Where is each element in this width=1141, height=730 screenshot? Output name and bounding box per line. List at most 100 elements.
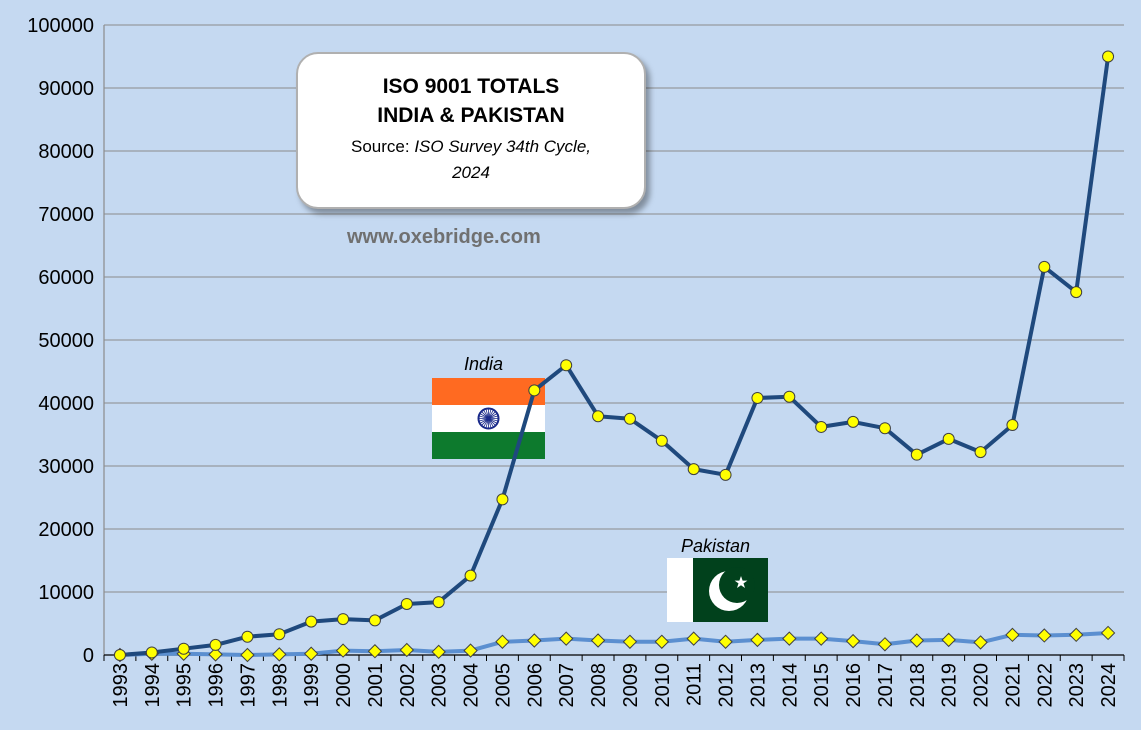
data-point-pakistan — [495, 634, 510, 649]
x-tick-label: 2021 — [1002, 663, 1024, 708]
data-point-pakistan — [431, 644, 446, 660]
data-point-pakistan — [718, 634, 733, 649]
data-point-pakistan — [527, 633, 542, 648]
y-tick-label: 100000 — [27, 15, 94, 37]
x-tick-label: 1993 — [110, 663, 132, 708]
data-point-india — [400, 597, 413, 610]
data-point-india — [273, 628, 286, 641]
chart-subtitle: INDIA & PAKISTAN — [377, 104, 565, 127]
data-point-india — [337, 613, 350, 626]
data-point-india — [305, 615, 318, 628]
data-point-pakistan — [303, 646, 319, 661]
data-point-pakistan — [208, 647, 223, 662]
data-point-pakistan — [845, 633, 861, 649]
y-tick-label: 80000 — [38, 141, 94, 163]
x-tick-label: 1994 — [142, 663, 164, 708]
data-point-india — [687, 463, 700, 476]
data-point-pakistan — [686, 631, 701, 646]
data-point-india — [1102, 50, 1115, 63]
x-tick-label: 2010 — [652, 663, 674, 708]
data-point-india — [942, 432, 955, 445]
series-label-pakistan: Pakistan — [681, 536, 751, 556]
source-year: 2024 — [452, 163, 490, 182]
x-tick-label: 2013 — [747, 663, 769, 708]
data-point-india — [1006, 419, 1019, 432]
chart-title: ISO 9001 TOTALS — [382, 75, 560, 98]
x-tick-label: 1995 — [174, 663, 196, 708]
data-point-pakistan — [463, 643, 478, 658]
data-point-india — [974, 446, 987, 459]
x-tick-label: 2011 — [684, 663, 706, 706]
data-point-pakistan — [1068, 627, 1084, 643]
x-tick-label: 2020 — [971, 663, 993, 708]
x-tick-label: 2015 — [811, 663, 833, 708]
data-point-india — [910, 448, 923, 461]
chart-title-box: ISO 9001 TOTALS INDIA & PAKISTAN Source:… — [296, 52, 646, 209]
source-text: ISO Survey 34th Cycle, — [414, 137, 591, 156]
data-point-pakistan — [877, 637, 893, 652]
x-tick-label: 2005 — [492, 663, 514, 708]
data-point-pakistan — [1037, 628, 1052, 643]
data-point-pakistan — [909, 633, 925, 648]
data-point-pakistan — [782, 631, 797, 646]
y-tick-label: 40000 — [38, 393, 94, 415]
data-point-pakistan — [973, 635, 988, 650]
data-point-india — [177, 642, 190, 655]
data-point-pakistan — [813, 631, 829, 646]
data-point-india — [655, 434, 668, 447]
data-point-pakistan — [367, 644, 383, 659]
data-point-pakistan — [335, 643, 351, 658]
y-tick-label: 70000 — [38, 204, 94, 226]
data-point-india — [496, 493, 509, 506]
x-tick-label: 1999 — [301, 663, 323, 708]
x-tick-label: 2002 — [397, 663, 419, 708]
data-point-india — [209, 638, 222, 651]
data-point-india — [1038, 260, 1051, 273]
x-tick-label: 2006 — [524, 663, 546, 708]
data-point-pakistan — [399, 642, 415, 658]
india-flag — [432, 378, 545, 459]
x-tick-label: 2016 — [843, 663, 865, 708]
data-point-india — [719, 468, 732, 481]
chart-source: Source: ISO Survey 34th Cycle, 2024 — [298, 134, 644, 186]
x-axis-ticks: 1993 1994 1995 1996 1997 1998 1999 2000 2001 2002… — [110, 663, 1120, 708]
data-point-india — [560, 359, 573, 372]
data-point-india — [241, 630, 254, 643]
data-point-pakistan — [750, 632, 765, 648]
x-tick-label: 2008 — [588, 663, 610, 708]
x-tick-label: 2009 — [620, 663, 642, 708]
data-point-india — [592, 410, 605, 423]
y-axis-ticks: 0 10000 20000 30000 40000 50000 60000 70000 8000… — [27, 15, 94, 667]
data-point-pakistan — [590, 633, 606, 648]
source-label: Source: — [351, 137, 415, 156]
x-tick-label: 2019 — [939, 663, 961, 708]
y-tick-label: 0 — [83, 645, 94, 667]
data-point-pakistan — [941, 632, 956, 648]
x-tick-label: 2003 — [429, 663, 451, 708]
x-tick-label: 1998 — [269, 663, 291, 708]
data-point-india — [145, 646, 158, 659]
x-tick-label: 1996 — [206, 663, 228, 708]
data-point-pakistan — [240, 647, 255, 663]
data-point-pakistan — [654, 634, 670, 649]
x-tick-label: 2004 — [461, 663, 483, 708]
data-point-india — [432, 596, 445, 609]
y-tick-label: 90000 — [38, 78, 94, 100]
y-tick-label: 50000 — [38, 330, 94, 352]
crescent-star-icon — [709, 567, 755, 611]
data-point-india — [1070, 286, 1083, 299]
data-point-india — [623, 412, 636, 425]
y-tick-label: 20000 — [38, 519, 94, 541]
data-point-pakistan — [272, 647, 287, 662]
x-tick-label: 2022 — [1034, 663, 1056, 708]
x-tick-label: 2023 — [1066, 663, 1088, 708]
y-tick-label: 10000 — [38, 582, 94, 604]
website-watermark: www.oxebridge.com — [347, 226, 541, 248]
pakistan-flag — [667, 558, 768, 622]
data-point-pakistan — [558, 631, 574, 646]
data-point-india — [751, 391, 764, 404]
data-point-pakistan — [1005, 627, 1020, 643]
data-point-india — [815, 420, 828, 433]
x-tick-label: 2017 — [875, 663, 897, 708]
